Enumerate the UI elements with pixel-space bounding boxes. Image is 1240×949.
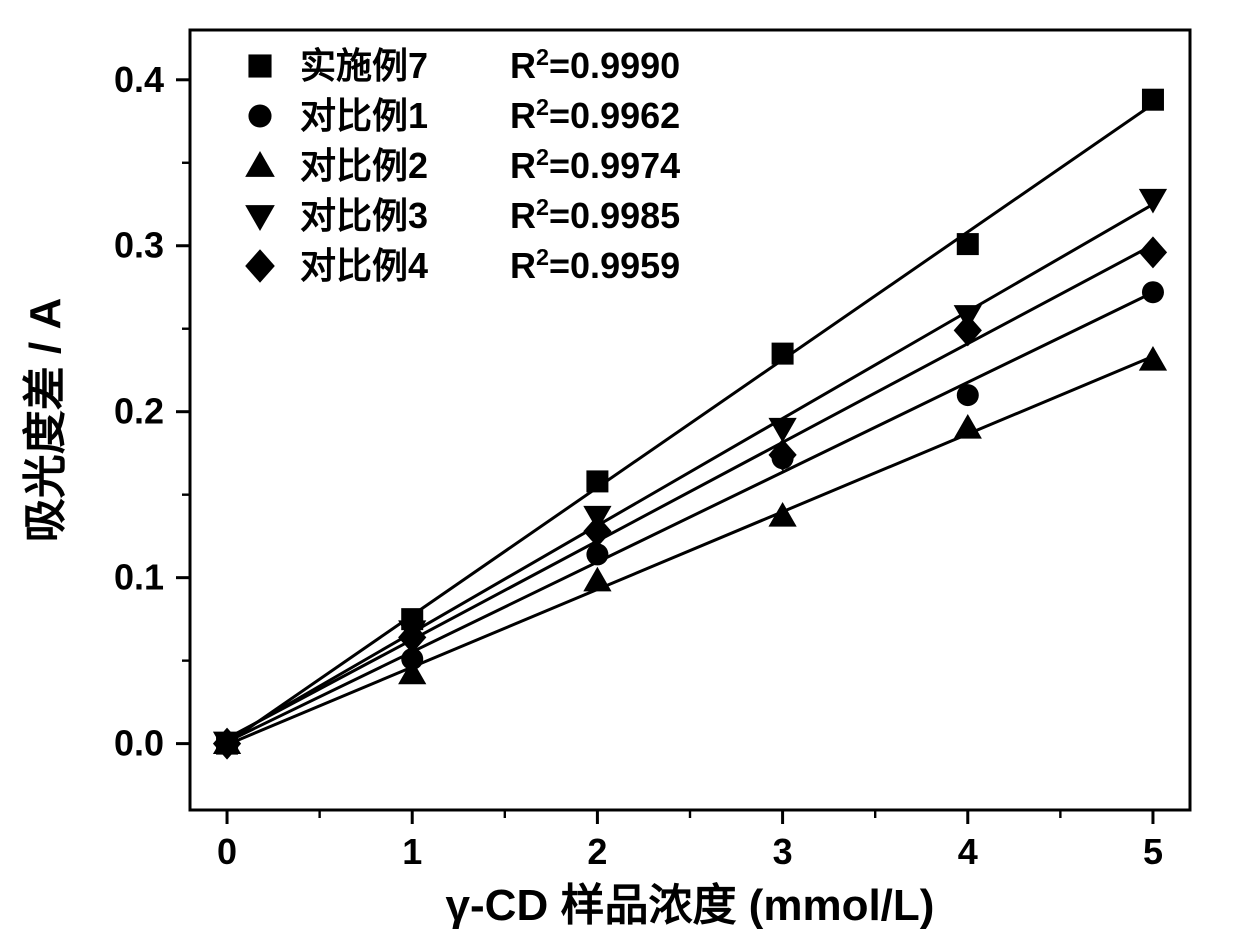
svg-text:0.3: 0.3: [114, 225, 164, 266]
svg-text:3: 3: [773, 831, 793, 872]
scatter-line-chart: 0 1 2 3 4 5 0.0 0.1 0.2 0.3 0.4 γ-CD 样品浓度 (mmol/L) 吸…: [0, 0, 1240, 949]
legend-label-cmp1: 对比例1: [300, 95, 428, 136]
x-axis-label: γ-CD 样品浓度 (mmol/L): [446, 881, 935, 930]
y-axis-label: 吸光度差 / A: [21, 298, 70, 542]
svg-text:0.2: 0.2: [114, 391, 164, 432]
svg-text:0.1: 0.1: [114, 557, 164, 598]
svg-text:2: 2: [587, 831, 607, 872]
legend-r2-cmp4: R2=0.9959: [510, 244, 680, 286]
svg-text:0: 0: [217, 831, 237, 872]
legend-label-cmp4: 对比例4: [300, 245, 428, 286]
legend-r2-ex7: R2=0.9990: [510, 44, 680, 86]
legend-r2-cmp2: R2=0.9974: [510, 144, 680, 186]
svg-text:0.4: 0.4: [114, 59, 164, 100]
svg-text:0.0: 0.0: [114, 723, 164, 764]
chart-container: 0 1 2 3 4 5 0.0 0.1 0.2 0.3 0.4 γ-CD 样品浓度 (mmol/L) 吸…: [0, 0, 1240, 949]
svg-text:1: 1: [402, 831, 422, 872]
legend-label-cmp2: 对比例2: [300, 145, 428, 186]
legend-r2-cmp3: R2=0.9985: [510, 194, 680, 236]
svg-text:5: 5: [1143, 831, 1163, 872]
legend-label-ex7: 实施例7: [300, 45, 428, 86]
legend-label-cmp3: 对比例3: [300, 195, 428, 236]
legend-r2-cmp1: R2=0.9962: [510, 94, 680, 136]
svg-text:4: 4: [958, 831, 978, 872]
